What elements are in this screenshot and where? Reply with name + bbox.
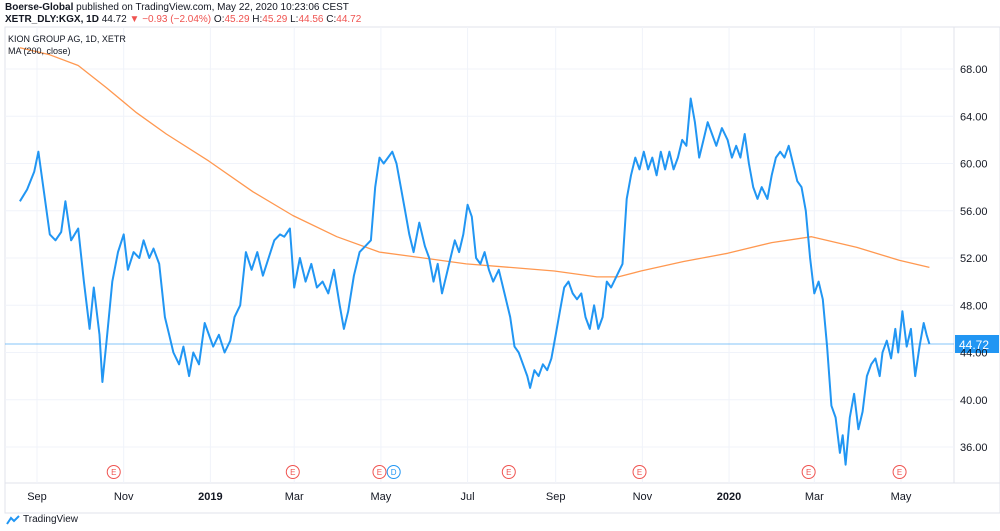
event-marker-label: E — [806, 468, 811, 477]
low-label: L: — [290, 14, 299, 25]
y-tick-label: 36.00 — [960, 442, 988, 454]
y-tick-label: 44.00 — [960, 348, 988, 360]
price-axis[interactable]: 36.00 40.00 44.00 48.00 52.00 56.00 60.00 64.00… — [960, 64, 988, 454]
last-price-label: 44.72 — [959, 338, 989, 352]
y-tick-label: 68.00 — [960, 64, 988, 76]
price-change: ▼ −0.93 (−2.04%) — [129, 14, 212, 25]
last-price: 44.72 — [101, 14, 127, 25]
event-marker — [372, 465, 387, 479]
tradingview-logo-icon — [6, 514, 20, 525]
event-marker — [386, 465, 401, 479]
x-tick-label: Mar — [285, 491, 304, 503]
y-tick-label: 60.00 — [960, 159, 988, 171]
high-label: H: — [252, 14, 263, 25]
price-line — [19, 97, 931, 466]
event-marker-label: E — [111, 468, 116, 477]
y-tick-label: 52.00 — [960, 253, 988, 265]
x-tick-label: Mar — [805, 491, 824, 503]
x-tick-label: 2020 — [717, 491, 741, 503]
time-axis[interactable]: Sep Nov 2019 Mar May Jul Sep Nov 2020 Mar May — [27, 491, 912, 503]
x-tick-label: 2019 — [198, 491, 222, 503]
event-marker-label: E — [637, 468, 642, 477]
event-marker-label: E — [377, 468, 382, 477]
event-marker-label: E — [506, 468, 511, 477]
event-marker — [501, 465, 516, 479]
legend-series[interactable]: KION GROUP AG, 1D, XETR — [8, 34, 126, 44]
ma-line-layer — [19, 47, 930, 278]
y-tick-label: 48.00 — [960, 300, 988, 312]
publish-info: Boerse-Global published on TradingView.c… — [5, 2, 349, 13]
close-value: 44.72 — [336, 14, 362, 25]
event-marker — [892, 465, 907, 479]
brand-name: TradingView — [23, 514, 79, 525]
chart-frame — [4, 26, 1000, 514]
x-tick-label: May — [891, 491, 912, 503]
chart-legend: KION GROUP AG, 1D, XETR MA (200, close) — [8, 33, 126, 57]
y-tick-label: 56.00 — [960, 206, 988, 218]
legend-ma[interactable]: MA (200, close) — [8, 46, 71, 56]
symbol-label: XETR_DLY:KGX, 1D — [5, 14, 99, 25]
event-marker-label: E — [897, 468, 902, 477]
y-tick-label: 64.00 — [960, 111, 988, 123]
close-label: C: — [326, 14, 337, 25]
event-marker — [801, 465, 816, 479]
x-tick-label: Jul — [461, 491, 475, 503]
x-tick-label: Nov — [114, 491, 134, 503]
tradingview-brand[interactable]: TradingView — [6, 514, 78, 525]
x-tick-label: Sep — [546, 491, 566, 503]
y-tick-label: 40.00 — [960, 395, 988, 407]
grid — [5, 27, 954, 483]
high-value: 45.29 — [262, 14, 288, 25]
event-marker — [106, 465, 121, 479]
event-marker — [285, 465, 300, 479]
event-marker — [632, 465, 647, 479]
open-value: 45.29 — [224, 14, 250, 25]
quote-line: XETR_DLY:KGX, 1D 44.72 ▼ −0.93 (−2.04%) … — [5, 14, 361, 25]
x-tick-label: May — [371, 491, 392, 503]
published-text: published on TradingView.com, May 22, 20… — [76, 2, 349, 13]
publisher-name[interactable]: Boerse-Global — [5, 2, 74, 13]
low-value: 44.56 — [298, 14, 324, 25]
event-marker-label: D — [391, 468, 397, 477]
last-price-badge — [955, 334, 999, 353]
last-price-layer: 44.72 — [5, 334, 999, 353]
event-marker-label: E — [290, 468, 295, 477]
x-tick-label: Sep — [27, 491, 47, 503]
ma-line — [19, 47, 930, 278]
price-line-layer — [19, 97, 931, 466]
x-tick-label: Nov — [633, 491, 653, 503]
open-label: O: — [213, 14, 225, 25]
